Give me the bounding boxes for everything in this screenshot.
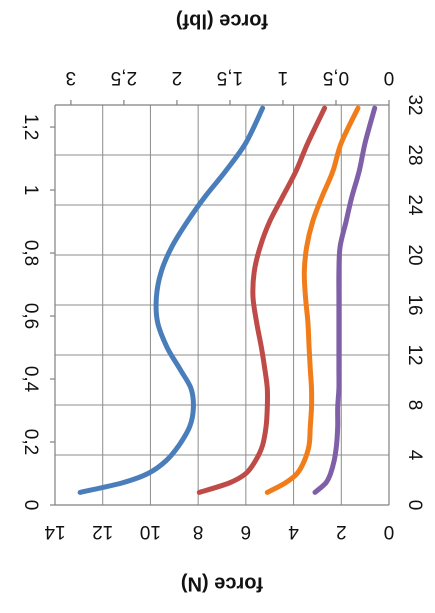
right-tick-label-6: 24 (404, 194, 425, 216)
axes-group (50, 100, 390, 506)
right-tick-label-0: 0 (404, 500, 425, 511)
bottom-tick-label-5: 4 (288, 521, 299, 542)
axis-titles: force (N) force (lbf) (176, 10, 268, 595)
bottom-tick-label-7: 0 (384, 521, 395, 542)
top-tick-label-1: 2,5 (111, 67, 137, 88)
left-tick-label-1: 0,2 (20, 429, 41, 455)
series-line-2 (196, 105, 328, 495)
right-tick-label-5: 20 (404, 244, 425, 265)
series-line-3 (264, 105, 361, 495)
top-tick-label-3: 1,5 (217, 67, 243, 88)
left-tick-label-4: 0,8 (20, 240, 41, 266)
top-tick-label-6: 0 (384, 67, 395, 88)
right-tick-label-3: 12 (404, 344, 425, 365)
bottom-tick-label-2: 10 (140, 521, 161, 542)
tick-labels: 14 12 10 8 6 4 2 03 2,5 2 1,5 1 0,5 000,20,40,60,811,… (20, 67, 425, 542)
series-group (77, 105, 378, 495)
bottom-tick-label-6: 2 (336, 521, 347, 542)
left-tick-label-3: 0,6 (20, 303, 41, 329)
left-tick-label-5: 1 (20, 185, 41, 196)
top-axis-title: force (lbf) (176, 10, 268, 32)
left-tick-label-0: 0 (20, 500, 41, 511)
right-tick-label-2: 8 (404, 400, 425, 411)
left-tick-label-6: 1,2 (20, 114, 41, 140)
top-tick-label-4: 1 (278, 67, 289, 88)
top-tick-label-0: 3 (66, 67, 77, 88)
top-tick-label-5: 0,5 (323, 67, 349, 88)
bottom-tick-label-4: 6 (241, 521, 252, 542)
left-tick-label-2: 0,4 (20, 366, 41, 393)
bottom-tick-label-0: 14 (44, 521, 66, 542)
right-tick-label-8: 32 (404, 94, 425, 115)
series-line-4 (312, 105, 378, 495)
bottom-tick-label-3: 8 (193, 521, 204, 542)
top-tick-label-2: 2 (172, 67, 183, 88)
bottom-axis-title: force (N) (181, 573, 263, 595)
right-tick-label-1: 4 (404, 450, 425, 461)
right-tick-label-4: 16 (404, 294, 425, 315)
series-line-1 (77, 105, 266, 495)
bottom-tick-label-1: 12 (92, 521, 113, 542)
right-tick-label-7: 28 (404, 144, 425, 165)
